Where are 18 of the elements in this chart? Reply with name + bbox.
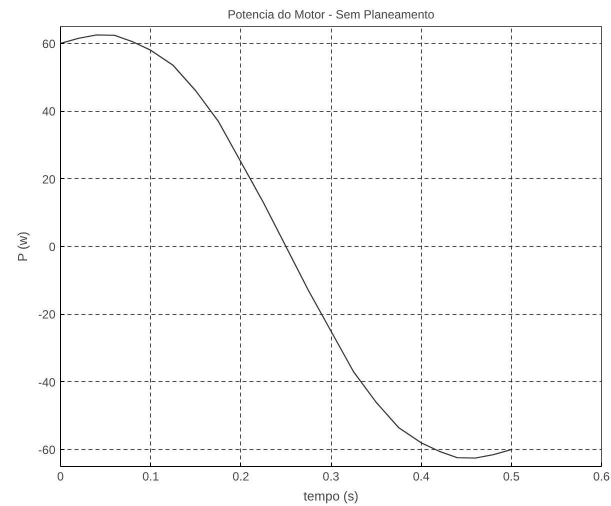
y-tick-label: 0	[48, 240, 56, 254]
x-tick-label: 0.2	[232, 470, 250, 484]
x-axis-title: tempo (s)	[304, 488, 358, 504]
y-tick-label: -40	[38, 375, 56, 390]
y-tick-label: -60	[38, 443, 56, 458]
x-tick-label: 0	[57, 470, 64, 484]
chart-title: Potencia do Motor - Sem Planeamento	[228, 8, 435, 22]
y-axis-title: P (w)	[15, 232, 30, 262]
y-tick-label: -20	[38, 308, 56, 322]
x-tick-label: 0.4	[412, 470, 430, 484]
line-series	[60, 34, 512, 459]
x-tick-label: 0.6	[593, 470, 610, 484]
y-tick-label: 20	[42, 172, 56, 186]
x-tick-label: 0.3	[322, 470, 340, 484]
y-tick-label: 40	[42, 104, 56, 119]
x-tick-label: 0.1	[142, 470, 160, 484]
x-tick-label: 0.5	[502, 470, 520, 484]
y-tick-label: 60	[42, 36, 56, 51]
